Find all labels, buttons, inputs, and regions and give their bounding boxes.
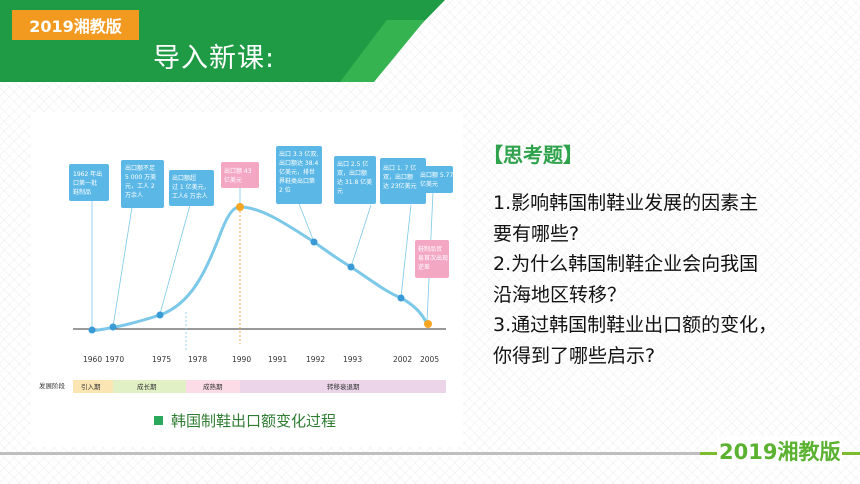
question-line: 沿海地区转移？ (493, 283, 627, 306)
data-point-1962 (88, 326, 96, 334)
stage-label-growth: 成长期 (137, 382, 157, 391)
svg-text:双，出口额: 双，出口额 (383, 173, 413, 181)
data-point-1990 (236, 203, 244, 211)
connector-2 (112, 206, 133, 328)
stage-mature (186, 380, 240, 393)
callout-text-5: 出口 3.3 亿双, (279, 150, 318, 158)
question-line: 你得到了哪些启示? (493, 344, 656, 367)
data-point-1975 (156, 311, 164, 319)
stage-label-intro: 引入期 (81, 382, 101, 391)
footer-brand: 2019湘教版 (717, 436, 843, 466)
svg-text:亿美元: 亿美元 (420, 180, 438, 188)
svg-text:工人6 万余人: 工人6 万余人 (172, 192, 208, 200)
caption-text: 韩国制鞋出口额变化过程 (171, 412, 337, 430)
svg-text:5 000 万美: 5 000 万美 (125, 173, 156, 181)
x-tick-1992: 1992 (306, 355, 325, 364)
question-line: 3.通过韩国制鞋业出口额的变化， (493, 314, 778, 336)
stage-bar-label: 发展阶段 (39, 381, 66, 390)
callout-3 (169, 170, 214, 206)
x-tick-1960: 1960 (83, 355, 102, 364)
callout-connectors (91, 187, 434, 330)
svg-text:双，出口额: 双，出口额 (337, 169, 367, 177)
svg-text:口第一批: 口第一批 (73, 179, 97, 187)
stage-bar: 发展阶段 引入期 成长期 成熟期 转移衰退期 (39, 380, 446, 393)
edition-badge: 2019湘教版 (12, 10, 139, 40)
callout-8 (417, 166, 453, 193)
svg-text:万余人: 万余人 (125, 191, 143, 199)
svg-text:达 31.8 亿美: 达 31.8 亿美 (337, 178, 372, 186)
think-heading: 【思考题】 (483, 143, 583, 167)
svg-text:界鞋类出口第: 界鞋类出口第 (279, 177, 315, 185)
svg-text:易首次出现: 易首次出现 (418, 254, 448, 262)
callout-text-1: 1962 年出 (73, 170, 102, 178)
callout-4 (221, 162, 259, 188)
stage-label-decline: 转移衰退期 (327, 382, 360, 391)
callout-text-3: 出口额超 (172, 174, 196, 182)
question-line: 1.影响韩国制鞋业发展的因素主 (493, 192, 759, 214)
stage-intro (73, 380, 113, 393)
svg-text:亿美元: 亿美元 (224, 176, 242, 184)
svg-text:元，工人 2: 元，工人 2 (125, 183, 155, 190)
callout-boxes: 1962 年出 口第一批 鞋制品 出口额不足 5 000 万美 元，工人 2 万… (69, 146, 453, 278)
stage-growth (113, 380, 186, 393)
chart-panel: 1962 年出 口第一批 鞋制品 出口额不足 5 000 万美 元，工人 2 万… (31, 112, 463, 447)
x-tick-2005: 2005 (420, 355, 439, 364)
stage-decline (240, 380, 446, 393)
chart-caption: 韩国制鞋出口额变化过程 (154, 410, 336, 431)
x-tick-1970: 1970 (105, 355, 124, 364)
lesson-title: 导入新课: (153, 43, 276, 74)
callout-7 (380, 158, 426, 204)
x-tick-1978: 1978 (188, 355, 207, 364)
x-tick-1990: 1990 (232, 355, 251, 364)
data-points (88, 203, 432, 334)
svg-text:2 位: 2 位 (279, 186, 291, 194)
callout-text-4: 出口额 43 (224, 167, 252, 175)
callout-6 (334, 156, 376, 204)
svg-text:达 23亿美元: 达 23亿美元 (383, 182, 417, 190)
callout-text-7: 出口 1. 7 亿 (383, 164, 416, 172)
callout-text-9: 鞋制品贸 (418, 245, 442, 253)
callout-5 (276, 146, 322, 204)
x-tick-1993: 1993 (343, 355, 362, 364)
footer-line (0, 452, 700, 455)
connector-7 (400, 204, 412, 298)
stage-label-mature: 成熟期 (203, 382, 223, 391)
callout-text-6: 出口 2.5 亿 (337, 160, 368, 168)
caption-square-icon (154, 416, 163, 425)
question-line: 2.为什么韩国制鞋企业会向我国 (493, 253, 759, 275)
export-curve (89, 205, 429, 333)
svg-text:出口额达 38.4: 出口额达 38.4 (279, 159, 318, 167)
x-tick-1991: 1991 (268, 355, 287, 364)
data-point-2002 (397, 294, 405, 302)
data-point-1993 (347, 263, 355, 271)
connector-6 (350, 204, 372, 268)
data-point-1970 (109, 323, 117, 331)
question-list: 1.影响韩国制鞋业发展的因素主 要有哪些? 2.为什么韩国制鞋企业会向我国 沿海… (493, 188, 823, 371)
connector-5 (297, 200, 315, 243)
svg-text:元: 元 (337, 188, 343, 195)
x-tick-1975: 1975 (152, 355, 171, 364)
svg-text:鞋制品: 鞋制品 (73, 188, 91, 196)
export-chart: 1962 年出 口第一批 鞋制品 出口额不足 5 000 万美 元，工人 2 万… (39, 146, 453, 393)
question-line: 要有哪些? (493, 222, 580, 245)
svg-text:亿美元，排世: 亿美元，排世 (279, 168, 315, 176)
callout-text-2: 出口额不足 (125, 164, 155, 172)
data-point-2005 (424, 320, 432, 328)
callout-text-8: 出口额 5.77 (420, 171, 453, 179)
x-tick-2002: 2002 (393, 355, 412, 364)
svg-text:逆差: 逆差 (418, 263, 430, 271)
callout-1 (69, 164, 109, 201)
callout-9 (415, 240, 449, 278)
svg-text:过 1 亿美元，: 过 1 亿美元， (172, 183, 210, 191)
x-tick-labels: 1960 1970 1975 1978 1990 1991 1992 1993 2002 2005 (83, 355, 439, 364)
data-point-1992 (310, 238, 318, 246)
connector-3 (159, 204, 191, 315)
callout-2 (121, 160, 164, 208)
